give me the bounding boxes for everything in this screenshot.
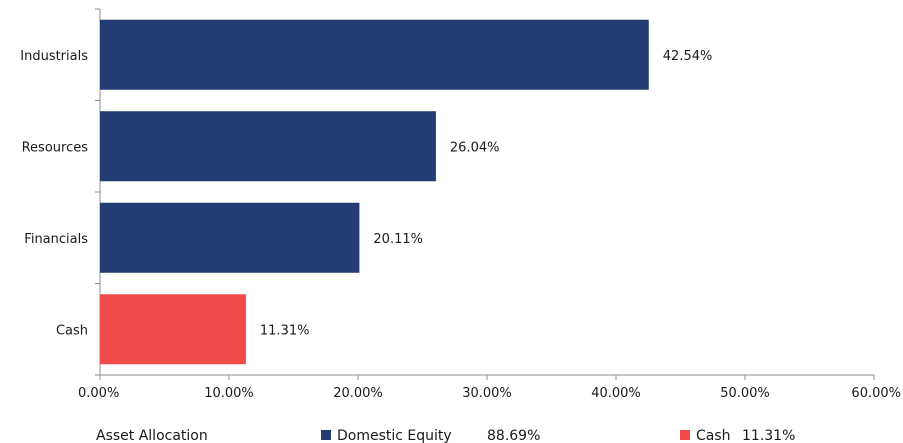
category-label: Industrials: [20, 49, 88, 64]
chart-labels: 0.00% 10.00% 20.00% 30.00% 40.00% 50.00% 60.00…: [20, 49, 901, 401]
chart-bars: [100, 19, 649, 365]
data-label: 42.54%: [663, 49, 713, 64]
x-tick-label: 40.00%: [591, 386, 641, 401]
legend-label-domestic-equity: Domestic Equity: [337, 428, 452, 443]
bar-financials: [100, 202, 360, 273]
data-label: 11.31%: [260, 323, 310, 338]
legend-value-cash: 11.31%: [742, 428, 795, 443]
legend-label-cash: Cash: [696, 428, 731, 443]
data-label: 20.11%: [373, 232, 423, 247]
x-tick-label: 30.00%: [462, 386, 512, 401]
data-label: 26.04%: [450, 140, 500, 155]
x-tick-label: 10.00%: [204, 386, 254, 401]
bar-cash: [100, 294, 246, 365]
legend-swatch-cash: [680, 430, 690, 440]
bar-resources: [100, 111, 436, 182]
x-tick-label: 20.00%: [333, 386, 383, 401]
chart-legend: Asset Allocation Domestic Equity 88.69% …: [96, 428, 795, 443]
x-tick-label: 50.00%: [720, 386, 770, 401]
category-label: Cash: [56, 323, 88, 338]
category-label: Financials: [24, 232, 88, 247]
x-tick-label: 0.00%: [78, 386, 119, 401]
legend-value-domestic-equity: 88.69%: [487, 428, 540, 443]
x-tick-label: 60.00%: [851, 386, 901, 401]
category-label: Resources: [22, 140, 89, 155]
bar-industrials: [100, 19, 649, 90]
legend-swatch-domestic-equity: [321, 430, 331, 440]
legend-title: Asset Allocation: [96, 428, 208, 443]
